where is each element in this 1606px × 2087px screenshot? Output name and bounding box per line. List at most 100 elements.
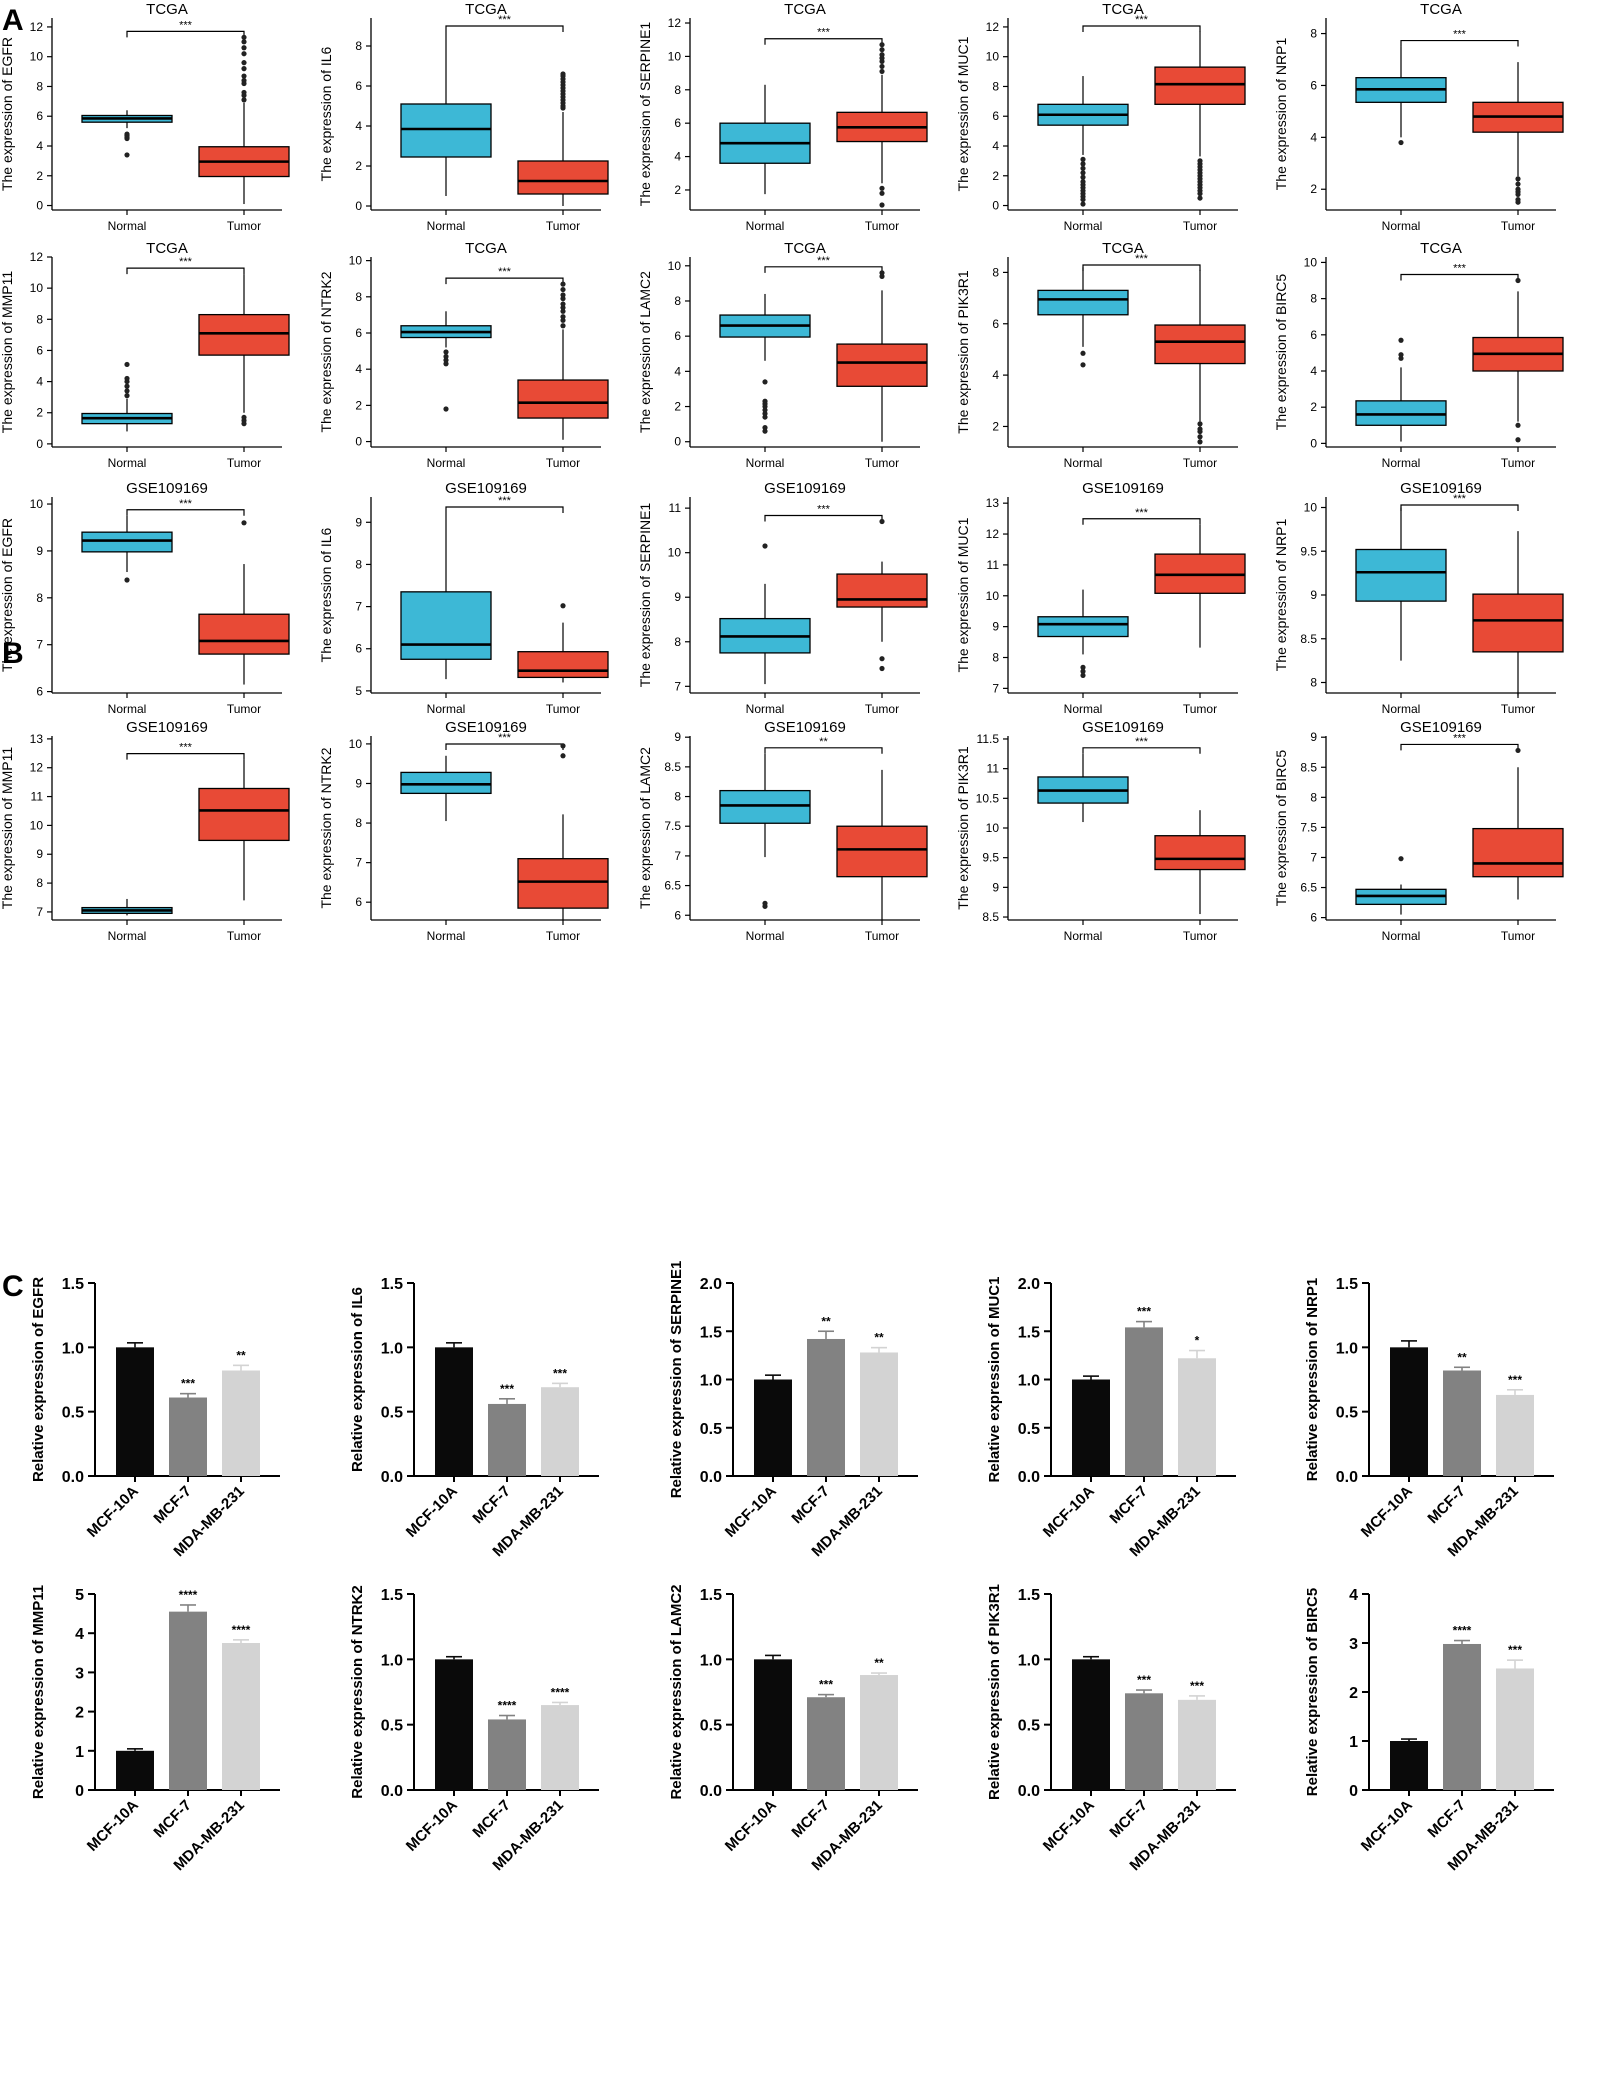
y-tick-label: 13 bbox=[986, 496, 1000, 510]
normal-outlier-point bbox=[1080, 156, 1086, 162]
x-tick-label: MCF-10A bbox=[84, 1483, 142, 1541]
normal-outlier-point bbox=[762, 414, 768, 420]
y-tick-label: 6.5 bbox=[1300, 881, 1317, 895]
significance-label: *** bbox=[179, 498, 193, 510]
significance-label: *** bbox=[498, 14, 512, 26]
y-tick-label: 4 bbox=[992, 139, 999, 153]
y-tick-label: 6 bbox=[674, 329, 681, 343]
y-tick-label: 0.5 bbox=[700, 1421, 722, 1438]
chart-title: TCGA bbox=[465, 240, 507, 257]
y-tick-label: 4 bbox=[36, 375, 43, 389]
normal-box bbox=[719, 789, 811, 824]
boxplot-chart: 0 2 4 6 8 10 Normal Tumor TCGA The expression of … bbox=[1273, 240, 1564, 470]
y-tick-label: 0.0 bbox=[381, 1783, 403, 1800]
tumor-outlier-point bbox=[560, 301, 566, 307]
significance-bracket bbox=[445, 277, 564, 285]
y-tick-label: 11 bbox=[31, 790, 44, 804]
bar-chart: 0.0 0.5 1.0 1.5 2.0 Relative expression of SE… bbox=[668, 1261, 918, 1560]
y-tick-label: 0.0 bbox=[62, 1469, 84, 1486]
y-tick-label: 6 bbox=[355, 326, 362, 340]
significance-bracket bbox=[1082, 264, 1201, 271]
y-tick-label: 8 bbox=[1310, 790, 1317, 804]
mcf-7-bar bbox=[1443, 1643, 1481, 1790]
y-tick-label: 8 bbox=[1310, 676, 1317, 690]
y-tick-label: 6 bbox=[1310, 328, 1317, 342]
significance-label: *** bbox=[1135, 14, 1149, 26]
y-tick-label: 7 bbox=[36, 905, 43, 919]
y-tick-label: 0.0 bbox=[1018, 1469, 1040, 1486]
y-tick-label: 12 bbox=[986, 527, 1000, 541]
y-tick-label: 11 bbox=[987, 762, 1000, 776]
y-tick-label: 9 bbox=[992, 620, 999, 634]
mda-mb-231-significance: *** bbox=[1508, 1373, 1522, 1387]
normal-outlier-point bbox=[1080, 165, 1086, 171]
x-tick-label: Normal bbox=[1382, 702, 1421, 716]
normal-box bbox=[400, 771, 492, 795]
boxplot-chart: 8 8.5 9 9.5 10 Normal Tumor GSE109169 The expres… bbox=[1273, 480, 1564, 716]
mcf-7-bar bbox=[1443, 1370, 1481, 1476]
chart-title: TCGA bbox=[146, 1, 188, 18]
y-tick-label: 0.5 bbox=[381, 1405, 403, 1422]
x-tick-label: Tumor bbox=[546, 456, 580, 470]
tumor-outlier-point bbox=[241, 421, 247, 427]
tumor-outlier-point bbox=[1515, 437, 1521, 443]
tumor-box bbox=[517, 858, 609, 909]
y-axis-label: The expression of LAMC2 bbox=[637, 271, 653, 433]
y-axis-label: The expression of MMP11 bbox=[0, 271, 15, 434]
tumor-outlier-point bbox=[560, 314, 566, 320]
mda-mb-231-bar bbox=[541, 1387, 579, 1476]
significance-bracket bbox=[764, 266, 883, 273]
bar-chart: 0.0 0.5 1.0 1.5 Relative expression of PIK3R… bbox=[986, 1584, 1236, 1874]
y-axis-label: The expression of IL6 bbox=[318, 46, 334, 181]
significance-bracket bbox=[1400, 743, 1519, 751]
boxplot-chart: 0 2 4 6 8 Normal Tumor TCGA The expression of IL… bbox=[318, 1, 609, 233]
x-tick-label: MCF-7 bbox=[788, 1797, 832, 1841]
boxplot-chart: 2 4 6 8 Normal Tumor TCGA The expression of NRP… bbox=[1273, 1, 1564, 233]
y-tick-label: 7.5 bbox=[1300, 820, 1317, 834]
tumor-outlier-point bbox=[560, 286, 566, 293]
y-tick-label: 8 bbox=[992, 265, 999, 279]
x-tick-label: Normal bbox=[427, 929, 466, 943]
tumor-outlier-point bbox=[1197, 195, 1203, 201]
mcf-10a-bar bbox=[435, 1347, 473, 1476]
chart-title: GSE109169 bbox=[764, 719, 846, 736]
tumor-box bbox=[1154, 66, 1246, 105]
mda-mb-231-bar bbox=[860, 1675, 898, 1790]
y-tick-label: 0 bbox=[75, 1783, 84, 1800]
significance-bracket bbox=[764, 38, 883, 45]
normal-outlier-point bbox=[1080, 672, 1086, 679]
y-tick-label: 1.5 bbox=[1018, 1324, 1040, 1341]
y-tick-label: 4 bbox=[674, 150, 681, 164]
y-axis-label: The expression of MUC1 bbox=[955, 36, 971, 191]
y-tick-label: 10 bbox=[30, 497, 44, 511]
mda-mb-231-bar bbox=[222, 1370, 260, 1476]
mda-mb-231-significance: ** bbox=[236, 1348, 246, 1362]
y-tick-label: 1.0 bbox=[700, 1652, 722, 1669]
x-tick-label: Normal bbox=[746, 929, 785, 943]
y-tick-label: 6 bbox=[674, 116, 681, 130]
y-tick-label: 0 bbox=[36, 437, 43, 451]
x-tick-label: Normal bbox=[1064, 456, 1103, 470]
tumor-box bbox=[1154, 324, 1246, 365]
y-axis-label: The expression of NRP1 bbox=[1273, 519, 1289, 672]
y-tick-label: 0.0 bbox=[1018, 1783, 1040, 1800]
y-tick-label: 10 bbox=[349, 737, 363, 751]
y-tick-label: 6 bbox=[992, 317, 999, 331]
y-tick-label: 2 bbox=[1310, 182, 1317, 196]
y-tick-label: 4 bbox=[1349, 1587, 1358, 1604]
y-tick-label: 2 bbox=[355, 159, 362, 173]
y-tick-label: 7 bbox=[674, 849, 681, 863]
x-tick-label: Tumor bbox=[865, 929, 899, 943]
x-tick-label: Tumor bbox=[865, 219, 899, 233]
tumor-outlier-point bbox=[560, 317, 566, 323]
tumor-outlier-point bbox=[879, 190, 885, 196]
y-tick-label: 10 bbox=[30, 281, 44, 295]
tumor-box bbox=[517, 160, 609, 195]
y-axis-label: The expression of EGFR bbox=[0, 37, 15, 191]
y-tick-label: 6.5 bbox=[664, 879, 681, 893]
mda-mb-231-bar bbox=[860, 1352, 898, 1476]
tumor-outlier-point bbox=[560, 743, 566, 749]
tumor-outlier-point bbox=[560, 323, 566, 329]
normal-box bbox=[1355, 548, 1447, 602]
tumor-box bbox=[198, 787, 290, 842]
